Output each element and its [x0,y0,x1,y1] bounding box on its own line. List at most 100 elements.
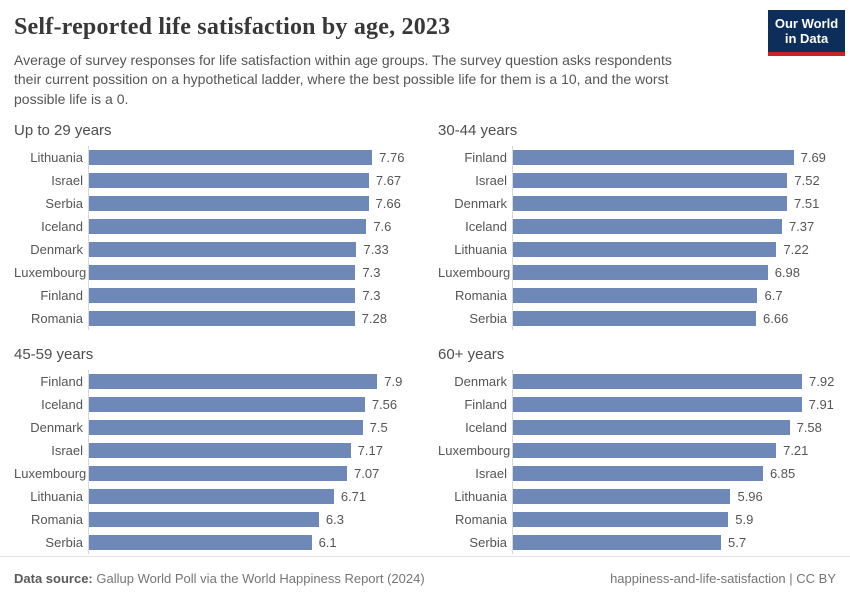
value-label: 7.91 [808,396,834,412]
value-label: 5.9 [735,511,754,527]
country-label: Israel [51,442,83,458]
bar-track: 7.21 [512,438,836,462]
bar-track: 7.56 [88,392,412,416]
bar-track: 6.85 [512,461,836,485]
bar[interactable] [89,511,319,527]
bar[interactable] [513,310,757,326]
value-label: 6.3 [325,511,344,527]
bar-track: 7.22 [512,237,836,261]
value-label: 7.52 [794,172,820,188]
bar-track: 7.69 [512,145,836,169]
bar[interactable] [89,195,369,211]
bar-track: 7.91 [512,392,836,416]
bar[interactable] [89,465,347,481]
chart-subtitle: Average of survey responses for life sat… [14,52,672,107]
bar-row: Romania 6.7 [438,283,836,307]
bar[interactable] [513,149,794,165]
bar[interactable] [89,172,369,188]
panels-grid: Up to 29 years Lithuania 7.76 Israel 7.67 Ser… [14,122,836,554]
country-label: Serbia [469,534,507,550]
bar[interactable] [513,172,788,188]
country-label: Finland [464,149,507,165]
bar-row: Serbia 5.7 [438,530,836,554]
bar[interactable] [89,310,355,326]
age-panel-2: 45-59 years Finland 7.9 Iceland 7.56 Denmark 7… [14,346,412,554]
bar[interactable] [513,534,721,550]
bar[interactable] [513,419,790,435]
bar-track: 6.66 [512,306,836,330]
value-label: 5.7 [727,534,747,550]
value-label: 5.96 [737,488,763,504]
bar[interactable] [513,442,777,458]
bar-row: Lithuania 7.22 [438,237,836,261]
bar[interactable] [513,396,802,412]
country-label: Romania [454,511,507,527]
panel-title: 45-59 years [14,345,94,363]
bar-track: 7.66 [88,191,412,215]
value-label: 6.85 [769,465,796,481]
bar-row: Romania 7.28 [14,306,412,330]
bar-track: 6.1 [88,530,412,554]
bar[interactable] [513,488,731,504]
bar-track: 7.5 [88,415,412,439]
bar-row: Lithuania 5.96 [438,484,836,508]
bar-row: Iceland 7.58 [438,415,836,439]
country-label: Iceland [465,419,507,435]
bar[interactable] [513,264,768,280]
bar-row: Lithuania 6.71 [14,484,412,508]
bar-row: Israel 7.17 [14,438,412,462]
age-panel-1: 30-44 years Finland 7.69 Israel 7.52 Denmark 7… [438,122,836,330]
value-label: 7.51 [794,195,820,211]
value-label: 7.6 [373,218,392,234]
bar-row: Luxembourg 7.21 [438,438,836,462]
value-label: 7.3 [362,264,381,280]
bar[interactable] [513,241,777,257]
bar[interactable] [513,511,729,527]
bar[interactable] [513,465,763,481]
bar[interactable] [89,287,356,303]
bar[interactable] [513,195,788,211]
bar-row: Iceland 7.56 [14,392,412,416]
country-label: Lithuania [30,149,83,165]
country-label: Denmark [30,241,83,257]
chart-header: Self-reported life satisfaction by age, … [14,10,845,109]
country-label: Iceland [41,218,83,234]
bar-track: 7.58 [512,415,836,439]
bar-track: 7.92 [512,369,836,393]
bar-row: Denmark 7.92 [438,369,836,393]
page-title: Self-reported life satisfaction by age, … [14,14,451,40]
country-label: Romania [30,511,83,527]
value-label: 7.69 [800,149,826,165]
age-panel-0: Up to 29 years Lithuania 7.76 Israel 7.67 Ser… [14,122,412,330]
bar-track: 5.9 [512,507,836,531]
bar[interactable] [89,419,363,435]
bar[interactable] [89,373,378,389]
bar[interactable] [89,241,357,257]
bar[interactable] [89,488,334,504]
bar[interactable] [513,287,758,303]
country-label: Luxembourg [14,264,87,280]
bar-row: Israel 7.67 [14,168,412,192]
bar-track: 6.7 [512,283,836,307]
value-label: 7.22 [783,241,809,257]
bar-row: Finland 7.3 [14,283,412,307]
bar[interactable] [89,149,373,165]
chart-footer: Data source: Gallup World Poll via the W… [0,556,850,600]
bar[interactable] [89,442,351,458]
country-label: Luxembourg [14,465,87,481]
value-label: 6.71 [340,488,367,504]
bar[interactable] [89,264,356,280]
bar[interactable] [513,373,802,389]
country-label: Israel [475,172,507,188]
country-label: Israel [51,172,83,188]
bar[interactable] [89,218,367,234]
value-label: 7.76 [379,149,405,165]
bar[interactable] [89,534,312,550]
bar[interactable] [513,218,782,234]
country-label: Finland [464,396,507,412]
country-label: Serbia [45,195,83,211]
value-label: 7.58 [796,419,822,435]
bar[interactable] [89,396,365,412]
country-label: Denmark [454,373,507,389]
